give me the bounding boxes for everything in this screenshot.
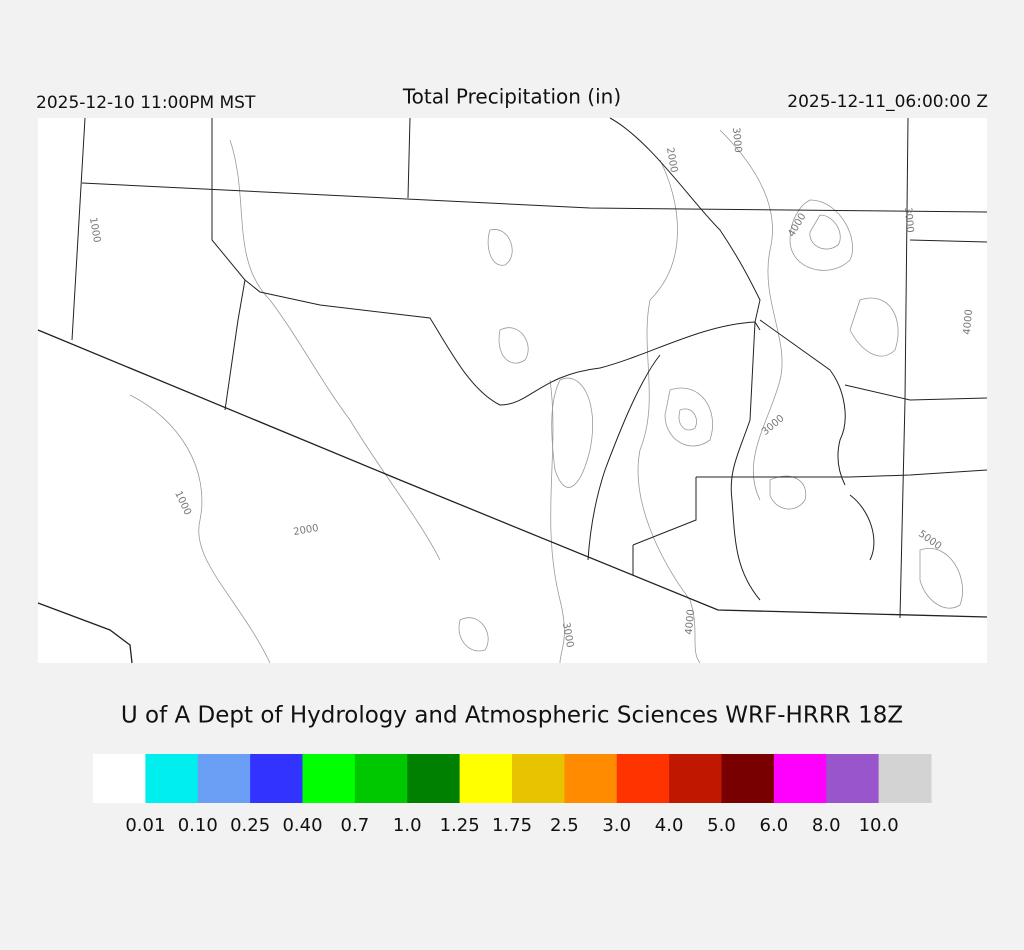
map-area [38,118,987,663]
colorbar-label: 1.75 [492,815,532,836]
colorbar-swatch [302,754,356,803]
boundary [844,384,988,401]
boundary [81,182,988,213]
colorbar-label: 3.0 [602,815,631,836]
boundary [632,477,697,546]
contour-label: 4000 [684,609,697,635]
colorbar-swatch [564,754,618,803]
contour-line [229,139,441,561]
colorbar-swatch [878,754,932,803]
colorbar-label: 0.01 [125,815,165,836]
colorbar-swatch [197,754,251,803]
contour-label: 3000 [560,622,575,649]
international-border [37,329,988,618]
boundary [759,319,846,486]
boundary [730,321,761,601]
colorbar-label: 1.25 [440,815,480,836]
colorbar-swatch [250,754,303,803]
colorbar-swatch [721,754,775,803]
contour-line [789,199,853,271]
colorbar-label: 1.0 [393,815,422,836]
colorbar-swatch [669,754,722,803]
boundary [909,239,988,243]
colorbar-label: 5.0 [707,815,736,836]
colorbar-swatch [826,754,880,803]
contour-line [919,548,963,609]
boundary [407,117,411,199]
contour-line [458,617,489,652]
colorbar-label: 2.5 [550,815,579,836]
boundary [244,279,756,406]
colorbar-swatch [93,754,146,803]
boundaries [37,117,988,664]
contour-line [637,159,701,664]
contour-label: 4000 [962,309,975,335]
terrain-contours [129,129,963,664]
colorbar-swatch [407,754,461,803]
contour-line [498,327,529,364]
colorbar-swatch [459,754,513,803]
colorbar-label: 0.7 [341,815,370,836]
colorbar-swatch [616,754,670,803]
colorbar-swatch [512,754,565,803]
contour-line [664,387,713,447]
colorbar-label: 0.40 [282,815,322,836]
boundary [609,117,761,331]
colorbar-label: 6.0 [760,815,789,836]
boundary [849,494,875,561]
colorbar-swatch [773,754,827,803]
boundary [899,117,909,619]
contour-line [678,408,697,431]
colorbar-label: 4.0 [655,815,684,836]
colorbar-label: 0.10 [178,815,218,836]
boundary [71,117,86,341]
contour-label: 3000 [902,207,915,233]
contour-label: 1000 [87,217,102,244]
header-left: 2025-12-10 11:00PM MST [36,93,256,113]
colorbar-swatch [354,754,408,803]
footer-title: U of A Dept of Hydrology and Atmospheric… [121,703,903,729]
map-title: Total Precipitation (in) [402,85,621,109]
contour-line [487,229,513,266]
contour-label: 2000 [293,523,320,538]
contour-label: 3000 [730,127,743,153]
boundary [587,354,661,561]
colorbar-label: 0.25 [230,815,270,836]
contour-line [849,297,899,357]
contour-line [129,394,271,664]
contour-line [719,129,783,501]
colorbar-swatch [145,754,199,803]
boundary [696,469,988,478]
colorbar: 0.01 0.10 0.25 0.40 0.7 1.0 1.25 1.75 2.5 3.0 4.0 5… [93,754,932,836]
colorbar-label: 8.0 [812,815,841,836]
contour-line [551,377,594,488]
header-right: 2025-12-11_06:00:00 Z [787,92,988,112]
contour-line [549,379,565,664]
colorbar-label: 10.0 [859,815,899,836]
coastline [37,602,133,664]
contour-line [769,475,807,510]
contour-label: 2000 [664,147,679,174]
contour-line [809,214,841,250]
